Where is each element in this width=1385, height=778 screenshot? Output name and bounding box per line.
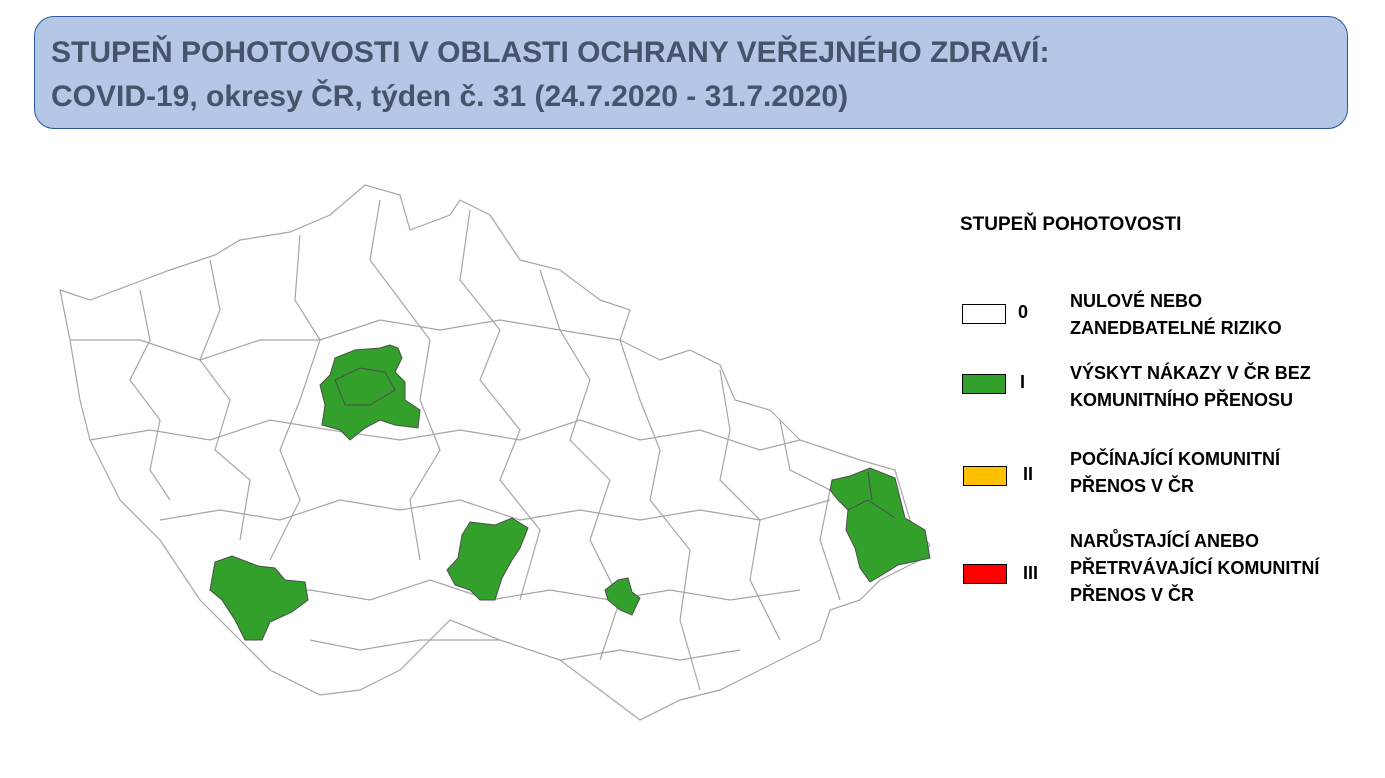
legend-desc-line: POČÍNAJÍCÍ KOMUNITNÍ (1070, 449, 1281, 469)
legend-desc-line: NARŮSTAJÍCÍ ANEBO (1070, 531, 1260, 551)
title-banner: STUPEŇ POHOTOVOSTI V OBLASTI OCHRANY VEŘ… (34, 16, 1348, 129)
highlighted-district-central (319, 344, 421, 441)
legend-description: VÝSKYT NÁKAZY V ČR BEZ KOMUNITNÍHO PŘENO… (1070, 360, 1311, 414)
legend-swatch-red (963, 564, 1007, 584)
legend-desc-line: PŘENOS V ČR (1070, 476, 1195, 496)
highlighted-district-east (829, 467, 931, 583)
legend-desc-line: ZANEDBATELNÉ RIZIKO (1070, 318, 1282, 338)
legend-description: NULOVÉ NEBO ZANEDBATELNÉ RIZIKO (1070, 288, 1282, 342)
legend-desc-line: PŘENOS V ČR (1070, 585, 1195, 605)
legend-desc-line: VÝSKYT NÁKAZY V ČR BEZ (1070, 363, 1311, 383)
legend-title: STUPEŇ POHOTOVOSTI (960, 214, 1182, 235)
legend-level: III (1023, 563, 1039, 583)
legend-desc-line: KOMUNITNÍHO PŘENOSU (1070, 390, 1294, 410)
level-i-districts (209, 344, 931, 641)
legend-desc-line: PŘETRVÁVAJÍCÍ KOMUNITNÍ (1070, 558, 1320, 578)
title-line-2: COVID-19, okresy ČR, týden č. 31 (24.7.2… (51, 80, 849, 113)
highlighted-district-southwest (209, 555, 309, 641)
title-line-1: STUPEŇ POHOTOVOSTI V OBLASTI OCHRANY VEŘ… (51, 36, 1050, 69)
district-borders (59, 184, 931, 721)
legend-swatch-amber (963, 466, 1007, 486)
highlighted-district-vysocina (446, 517, 529, 601)
legend-swatch-green (962, 374, 1006, 394)
legend-level: 0 (1018, 302, 1029, 322)
legend-description: NARŮSTAJÍCÍ ANEBO PŘETRVÁVAJÍCÍ KOMUNITN… (1070, 528, 1319, 609)
legend-level: II (1023, 464, 1034, 484)
legend-swatch-white (962, 304, 1006, 324)
legend-desc-line: NULOVÉ NEBO (1070, 291, 1203, 311)
legend-level: I (1020, 372, 1026, 392)
legend-description: POČÍNAJÍCÍ KOMUNITNÍ PŘENOS V ČR (1070, 446, 1280, 500)
highlighted-district-south-moravia (604, 577, 641, 616)
